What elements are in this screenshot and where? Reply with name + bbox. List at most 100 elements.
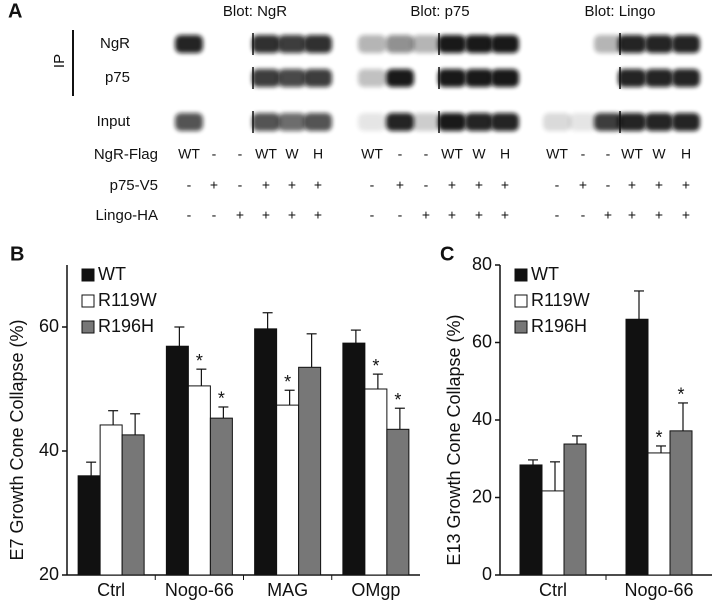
lane-label: - bbox=[398, 146, 403, 162]
significance-mark: * bbox=[655, 428, 662, 448]
condition-label: p75-V5 bbox=[110, 177, 158, 194]
bar bbox=[276, 404, 300, 576]
y-tick-label: 40 bbox=[472, 409, 492, 429]
blot-band bbox=[465, 69, 493, 87]
condition-label: NgR-Flag bbox=[94, 146, 158, 163]
legend-label: WT bbox=[98, 264, 126, 284]
lane-label: WT bbox=[621, 146, 643, 162]
blot-title: Blot: Lingo bbox=[585, 3, 656, 20]
lane-label: + bbox=[262, 207, 270, 223]
blot-band bbox=[278, 35, 306, 53]
row-label: p75 bbox=[105, 69, 130, 86]
blot-band bbox=[543, 113, 571, 131]
lane-label: - bbox=[606, 146, 611, 162]
blot-band bbox=[412, 113, 440, 131]
blot-band bbox=[465, 113, 493, 131]
bar bbox=[342, 342, 366, 576]
lane-label: + bbox=[655, 177, 663, 193]
lane-label: - bbox=[187, 177, 192, 193]
blot-band bbox=[304, 113, 332, 131]
lane-label: + bbox=[682, 177, 690, 193]
panel-c: C E13 Growth Cone Collapse (%) 0 20 40 60 80 Ct… bbox=[440, 243, 712, 600]
blot-band bbox=[672, 69, 700, 87]
x-tick-label: Ctrl bbox=[539, 580, 567, 600]
lane-label: + bbox=[314, 207, 322, 223]
lane-label: - bbox=[581, 207, 586, 223]
legend-label: R119W bbox=[531, 290, 590, 310]
significance-mark: * bbox=[218, 389, 225, 409]
blot-band bbox=[465, 35, 493, 53]
blot-band bbox=[386, 35, 414, 53]
lane-label: WT bbox=[255, 146, 277, 162]
lane-label: - bbox=[238, 177, 243, 193]
y-axis-label: E7 Growth Cone Collapse (%) bbox=[7, 319, 27, 560]
lane-label: H bbox=[500, 146, 510, 162]
bar bbox=[121, 434, 145, 576]
blot-band bbox=[491, 113, 519, 131]
blot-band bbox=[645, 69, 673, 87]
legend-swatch bbox=[81, 320, 95, 334]
significance-mark: * bbox=[196, 351, 203, 371]
bar bbox=[625, 318, 649, 576]
blot-band bbox=[278, 69, 306, 87]
blot-band bbox=[672, 35, 700, 53]
bar bbox=[386, 428, 410, 576]
panel-b: B E7 Growth Cone Collapse (%) 20 40 60 Ctrl No… bbox=[7, 243, 420, 600]
lane-label: - bbox=[370, 177, 375, 193]
legend-label: R196H bbox=[98, 316, 154, 336]
blot-band bbox=[358, 35, 386, 53]
y-axis-label: E13 Growth Cone Collapse (%) bbox=[444, 314, 464, 565]
lane-label: + bbox=[682, 207, 690, 223]
blot-band bbox=[645, 35, 673, 53]
lane-label: + bbox=[579, 177, 587, 193]
blot-band bbox=[175, 35, 203, 53]
blot-band bbox=[252, 69, 280, 87]
lane-label: - bbox=[398, 207, 403, 223]
x-tick-label: Ctrl bbox=[97, 580, 125, 600]
lane-label: + bbox=[422, 207, 430, 223]
lane-label: + bbox=[448, 207, 456, 223]
lane-label: + bbox=[628, 207, 636, 223]
blot-band bbox=[618, 113, 646, 131]
lane-label: - bbox=[212, 207, 217, 223]
blot-band bbox=[438, 113, 466, 131]
significance-mark: * bbox=[284, 372, 291, 392]
lane-label: + bbox=[288, 207, 296, 223]
blot-band bbox=[569, 113, 597, 131]
blot-band bbox=[358, 69, 386, 87]
legend-swatch bbox=[514, 268, 528, 282]
significance-mark: * bbox=[677, 385, 684, 405]
bar bbox=[165, 345, 189, 576]
bar bbox=[209, 417, 233, 576]
panel-label: B bbox=[10, 243, 24, 265]
lane-label: WT bbox=[361, 146, 383, 162]
lane-label: - bbox=[370, 207, 375, 223]
y-tick-label: 60 bbox=[39, 316, 59, 336]
y-tick-label: 60 bbox=[472, 331, 492, 351]
blot-band bbox=[386, 113, 414, 131]
blot-band bbox=[618, 69, 646, 87]
bar bbox=[77, 475, 101, 576]
y-tick-label: 20 bbox=[39, 564, 59, 584]
lane-label: + bbox=[604, 207, 612, 223]
lane-label: + bbox=[628, 177, 636, 193]
blot-band bbox=[438, 35, 466, 53]
lane-label: - bbox=[581, 146, 586, 162]
blot-band bbox=[491, 35, 519, 53]
y-tick-label: 20 bbox=[472, 486, 492, 506]
blot-band bbox=[645, 113, 673, 131]
lane-label: - bbox=[555, 207, 560, 223]
blot-band bbox=[358, 113, 386, 131]
lane-label: H bbox=[313, 146, 323, 162]
row-label: NgR bbox=[100, 35, 130, 52]
lane-label: + bbox=[655, 207, 663, 223]
row-label: Input bbox=[97, 113, 131, 130]
bar bbox=[563, 443, 587, 576]
bar bbox=[519, 464, 543, 576]
lane-label: + bbox=[262, 177, 270, 193]
lane-label: - bbox=[555, 177, 560, 193]
lane-label: + bbox=[210, 177, 218, 193]
bar bbox=[187, 385, 211, 576]
panel-label: A bbox=[8, 0, 22, 22]
